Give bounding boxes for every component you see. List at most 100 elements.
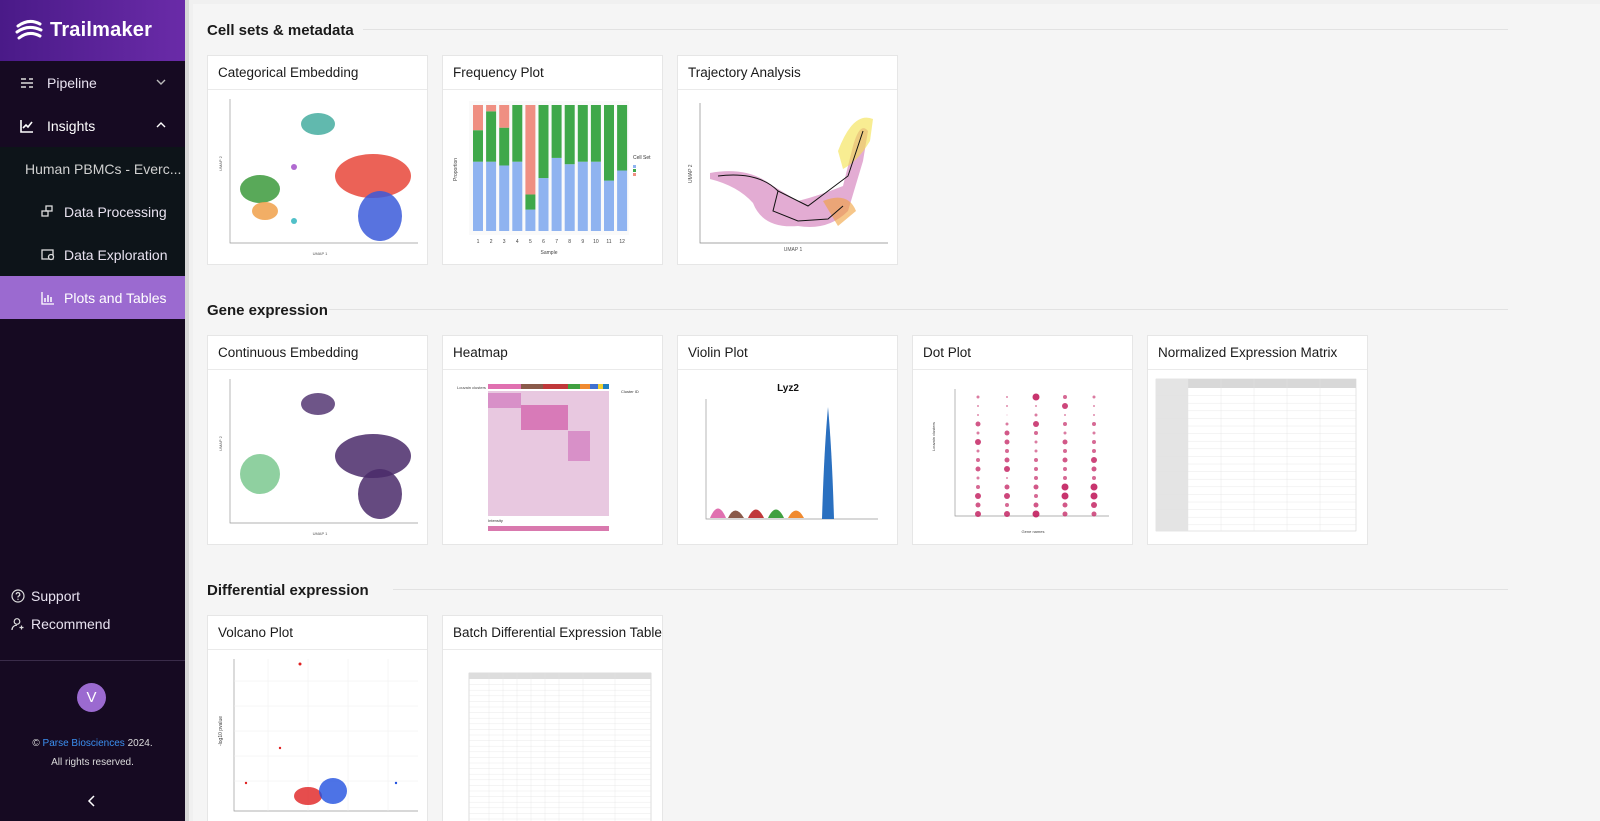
heatmap-thumbnail: Louvain clusters Cluster ID Intensity xyxy=(443,371,662,545)
dot xyxy=(1032,393,1040,401)
de-table-header xyxy=(469,673,651,679)
card-violin-plot[interactable]: Violin Plot Lyz2 xyxy=(677,335,898,545)
card-continuous-embedding[interactable]: Continuous Embedding UMAP 1 UMAP 2 xyxy=(207,335,428,545)
dot xyxy=(1004,430,1010,436)
freq-tick: 5 xyxy=(529,239,532,245)
freq-tick: 11 xyxy=(606,239,611,245)
card-title: Frequency Plot xyxy=(443,56,662,90)
freq-bar-segment xyxy=(590,161,601,231)
dot xyxy=(1063,467,1067,471)
outlier-point xyxy=(244,781,248,785)
nav-data-processing-label: Data Processing xyxy=(64,203,167,220)
card-title: Heatmap xyxy=(443,336,662,370)
dot xyxy=(1091,511,1097,517)
pipeline-icon xyxy=(21,77,33,88)
card-batch-de-table[interactable]: Batch Differential Expression Table xyxy=(442,615,663,821)
nav-pipeline[interactable]: Pipeline xyxy=(0,61,185,104)
dot xyxy=(1032,510,1040,518)
dot xyxy=(1004,493,1010,499)
nav-plots-tables[interactable]: Plots and Tables xyxy=(0,276,185,319)
section-cell-sets: Cell sets & metadata xyxy=(207,22,354,39)
umap1-label: UMAP 1 xyxy=(313,531,329,536)
support-label: Support xyxy=(31,588,81,604)
card-normalized-expression-matrix[interactable]: Normalized Expression Matrix xyxy=(1147,335,1368,545)
de-table xyxy=(468,672,652,821)
nav-data-exploration-label: Data Exploration xyxy=(64,246,168,263)
brand-name: Trailmaker xyxy=(50,19,153,41)
log10-label: -log10 pvalue xyxy=(218,716,224,746)
dot xyxy=(1006,477,1008,479)
nav-insights-label: Insights xyxy=(47,117,96,134)
dot xyxy=(976,395,980,399)
gene-names-label: Gene names xyxy=(1022,529,1045,534)
dot xyxy=(975,511,981,517)
dot xyxy=(976,449,980,453)
freq-bar-segment xyxy=(590,105,601,162)
avatar[interactable]: V xyxy=(77,683,106,712)
copyright-year: 2024. xyxy=(127,738,153,749)
matrix-header xyxy=(1156,379,1356,388)
dot xyxy=(975,493,981,499)
chart-icon xyxy=(20,119,33,133)
support-link[interactable]: Support xyxy=(0,582,185,610)
freq-bar-segment xyxy=(604,105,614,181)
data-exploration-icon xyxy=(41,248,55,260)
card-title: Dot Plot xyxy=(913,336,1132,370)
card-trajectory-analysis[interactable]: Trajectory Analysis UMAP 1 UMAP 2 xyxy=(677,55,898,265)
trajectory-path xyxy=(717,130,864,222)
freq-bar-segment xyxy=(499,127,510,166)
dot xyxy=(1092,440,1096,444)
legend-swatch-blue xyxy=(633,165,636,168)
card-heatmap[interactable]: Heatmap Louvain clusters Cluster xyxy=(442,335,663,545)
proportion-label: Proportion xyxy=(453,158,459,181)
freq-bar-segment xyxy=(538,178,549,231)
freq-tick: 12 xyxy=(619,239,625,245)
card-dot-plot[interactable]: Dot Plot Louvain clusters Gene names xyxy=(912,335,1133,545)
continuous-embedding-thumbnail: UMAP 1 UMAP 2 xyxy=(208,371,427,545)
umap1-label: UMAP 1 xyxy=(784,247,803,253)
brand-header[interactable]: Trailmaker xyxy=(0,0,185,61)
chevron-up-icon[interactable] xyxy=(155,119,167,131)
freq-bar-segment xyxy=(551,157,562,231)
legend-swatch-red xyxy=(633,173,636,176)
dot xyxy=(1092,449,1096,453)
dot xyxy=(1091,466,1097,472)
dot xyxy=(1091,457,1097,463)
chevron-left-icon[interactable] xyxy=(86,795,98,807)
section-rule xyxy=(393,589,1508,590)
parse-biosciences-link[interactable]: Parse Biosciences xyxy=(42,738,125,749)
trajectory-cells-orange xyxy=(823,197,856,226)
dot-grid xyxy=(975,393,1098,518)
cluster-bar-8 xyxy=(603,384,609,389)
dot xyxy=(1033,484,1039,490)
freq-tick: 4 xyxy=(516,239,519,245)
card-volcano-plot[interactable]: Volcano Plot -log10 pvalue xyxy=(207,615,428,821)
heatmap-hot-block xyxy=(521,405,568,430)
legend-swatch-green xyxy=(633,169,636,172)
card-categorical-embedding[interactable]: Categorical Embedding UMAP 1 UMAP 2 xyxy=(207,55,428,265)
nav-data-processing[interactable]: Data Processing xyxy=(0,190,185,233)
intensity-label: Intensity xyxy=(488,518,503,523)
section-differential-expression: Differential expression xyxy=(207,582,369,599)
cluster-green xyxy=(240,175,280,203)
de-table-grid xyxy=(469,673,651,821)
dot xyxy=(1034,449,1038,453)
dot xyxy=(1034,467,1038,471)
dot xyxy=(1034,440,1038,444)
nav-project[interactable]: Human PBMCs - Everc... xyxy=(0,147,185,190)
umap2-label: UMAP 2 xyxy=(218,435,223,451)
chevron-down-icon[interactable] xyxy=(155,76,167,88)
violin-4 xyxy=(768,509,784,518)
recommend-link[interactable]: Recommend xyxy=(0,610,185,638)
matrix-svg xyxy=(1155,378,1357,532)
dot xyxy=(1091,502,1097,508)
trajectory-svg: UMAP 1 UMAP 2 xyxy=(688,103,888,253)
nav-data-exploration[interactable]: Data Exploration xyxy=(0,233,185,276)
dot xyxy=(1006,405,1008,407)
heatmap-svg: Louvain clusters Cluster ID Intensity xyxy=(457,384,639,531)
violin-5 xyxy=(788,510,804,518)
matrix-table xyxy=(1155,378,1357,532)
nav-insights[interactable]: Insights xyxy=(0,104,185,147)
cluster-orange xyxy=(252,202,278,220)
